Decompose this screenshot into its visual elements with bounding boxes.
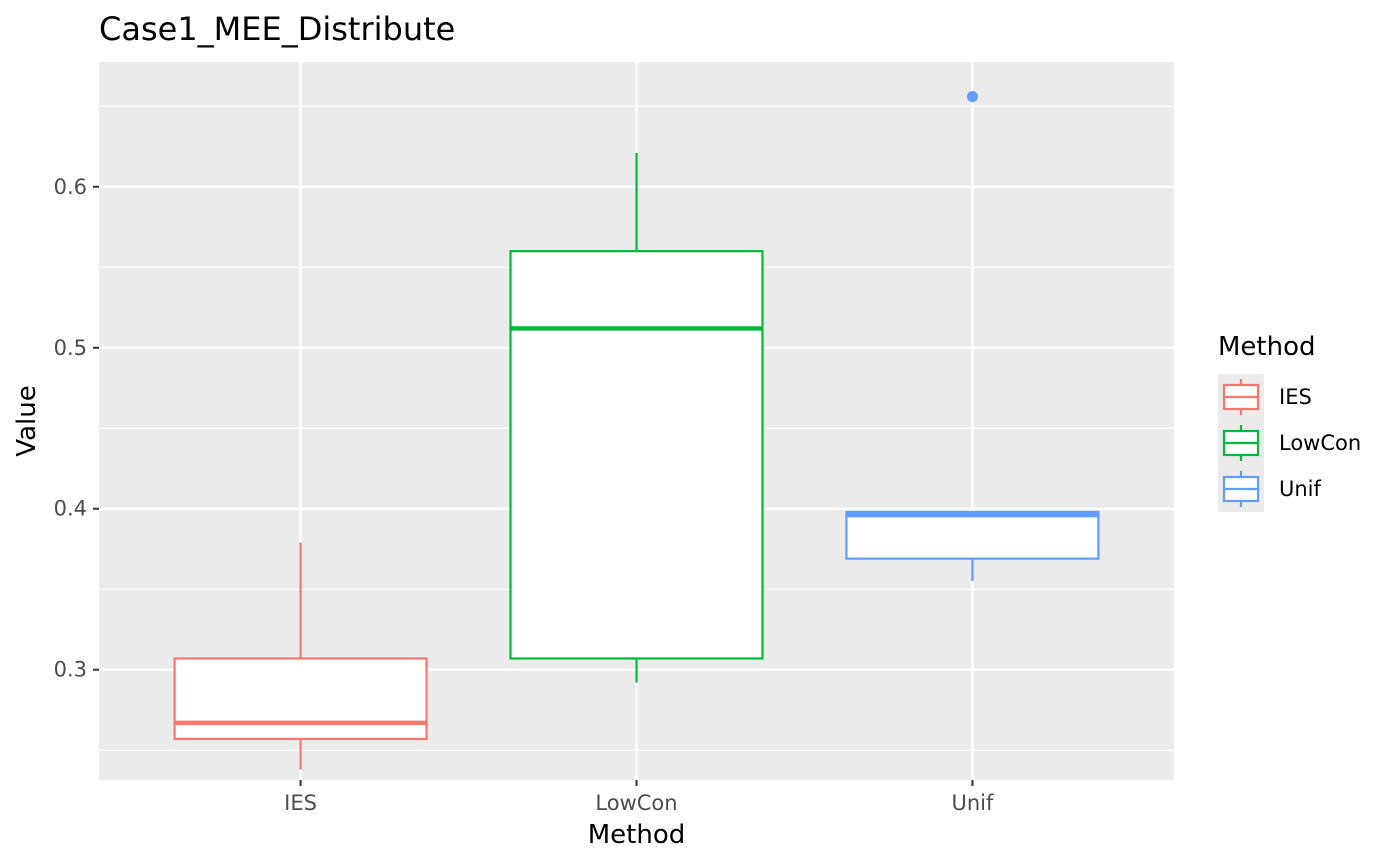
legend: Method IES LowCon Unif bbox=[1218, 332, 1361, 512]
x-tick-label: IES bbox=[284, 791, 317, 815]
y-axis: 0.3 0.4 0.5 0.6 bbox=[54, 175, 99, 682]
legend-label: Unif bbox=[1279, 477, 1322, 501]
legend-item-unif: Unif bbox=[1222, 471, 1322, 507]
legend-title: Method bbox=[1218, 332, 1316, 362]
box-iqr bbox=[509, 250, 764, 660]
box-lowcon bbox=[509, 152, 764, 683]
chart-title: Case1_MEE_Distribute bbox=[99, 10, 455, 48]
legend-item-lowcon: LowCon bbox=[1222, 425, 1361, 461]
y-axis-title: Value bbox=[12, 385, 42, 456]
x-tick-label: Unif bbox=[951, 791, 994, 815]
y-tick-label: 0.5 bbox=[54, 336, 87, 360]
outlier-point bbox=[966, 91, 978, 103]
box-ies bbox=[173, 542, 428, 770]
box-unif bbox=[845, 91, 1100, 582]
x-axis: IES LowCon Unif bbox=[284, 780, 994, 815]
box-iqr bbox=[173, 657, 428, 741]
legend-label: IES bbox=[1279, 385, 1312, 409]
x-axis-title: Method bbox=[588, 820, 686, 850]
y-tick-label: 0.6 bbox=[54, 175, 87, 199]
legend-item-ies: IES bbox=[1222, 379, 1312, 415]
y-tick-label: 0.4 bbox=[54, 497, 87, 521]
x-tick-label: LowCon bbox=[595, 791, 677, 815]
y-tick-label: 0.3 bbox=[54, 658, 87, 682]
box-plots bbox=[173, 91, 1100, 770]
legend-label: LowCon bbox=[1279, 431, 1361, 455]
box-iqr bbox=[845, 510, 1100, 560]
